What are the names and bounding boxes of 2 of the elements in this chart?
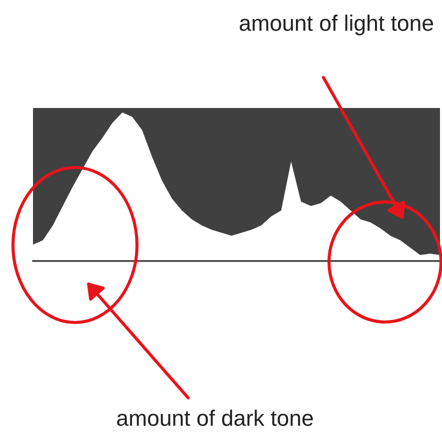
text: amount of dark tone [117, 410, 313, 426]
text: amount of light tone [240, 14, 434, 36]
